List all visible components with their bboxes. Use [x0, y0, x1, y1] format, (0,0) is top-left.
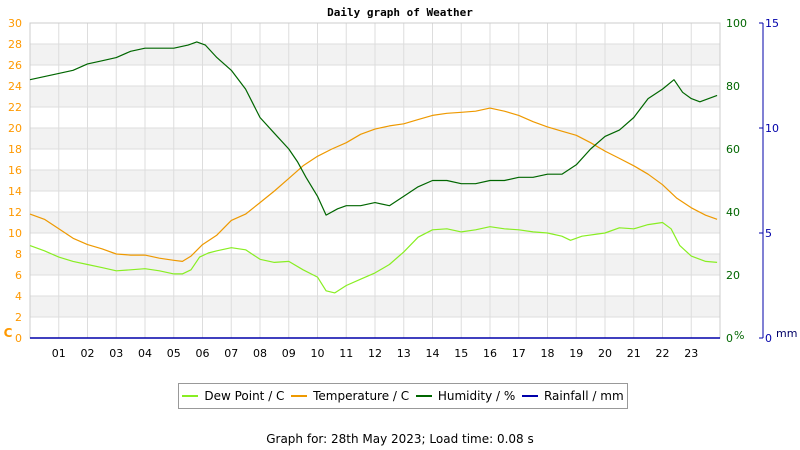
y-left-tick-label: 24 [8, 80, 22, 93]
x-tick-label: 19 [569, 347, 583, 360]
x-tick-label: 01 [52, 347, 66, 360]
y-left-tick-label: 14 [8, 185, 22, 198]
legend: Dew Point / C Temperature / C Humidity /… [178, 383, 628, 409]
y-left-tick-label: 2 [15, 311, 22, 324]
y-left-tick-label: 10 [8, 227, 22, 240]
y-left-tick-label: 16 [8, 164, 22, 177]
legend-item-dew-point: Dew Point / C [182, 389, 284, 403]
y-humidity-tick-label: 80 [726, 80, 740, 93]
x-tick-label: 15 [454, 347, 468, 360]
x-tick-label: 20 [598, 347, 612, 360]
y-left-tick-label: 4 [15, 290, 22, 303]
y-humidity-tick-label: 20 [726, 269, 740, 282]
series-line-2 [29, 41, 718, 216]
y-left-tick-label: 12 [8, 206, 22, 219]
x-tick-label: 08 [253, 347, 267, 360]
x-tick-label: 07 [224, 347, 238, 360]
y-left-tick-label: 28 [8, 38, 22, 51]
y-rain-tick-label: 15 [765, 17, 779, 30]
x-tick-label: 03 [109, 347, 123, 360]
x-tick-label: 14 [426, 347, 440, 360]
x-tick-label: 11 [339, 347, 353, 360]
x-tick-label: 23 [684, 347, 698, 360]
legend-swatch-temperature [291, 395, 308, 397]
x-tick-label: 21 [627, 347, 641, 360]
x-tick-label: 10 [311, 347, 325, 360]
legend-label-humidity: Humidity / % [437, 389, 516, 403]
footer-text: Graph for: 28th May 2023; Load time: 0.0… [266, 432, 534, 446]
x-tick-label: 22 [656, 347, 670, 360]
legend-swatch-humidity [415, 395, 432, 397]
legend-swatch-rainfall [521, 395, 538, 397]
x-tick-label: 09 [282, 347, 296, 360]
y-left-tick-label: 30 [8, 17, 22, 30]
legend-label-temperature: Temperature / C [313, 389, 410, 403]
x-tick-label: 12 [368, 347, 382, 360]
y-left-axis-label: C [4, 326, 13, 340]
legend-swatch-dew-point [182, 395, 199, 397]
chart-title: Daily graph of Weather [327, 6, 473, 19]
y-rain-axis-label: mm [776, 327, 797, 340]
legend-item-temperature: Temperature / C [291, 389, 409, 403]
legend-label-rainfall: Rainfall / mm [543, 389, 624, 403]
legend-label-dew-point: Dew Point / C [204, 389, 285, 403]
x-tick-label: 06 [196, 347, 210, 360]
x-tick-label: 18 [541, 347, 555, 360]
y-left-tick-label: 20 [8, 122, 22, 135]
y-left-tick-label: 8 [15, 248, 22, 261]
y-left-tick-label: 22 [8, 101, 22, 114]
legend-item-humidity: Humidity / % [415, 389, 516, 403]
y-rain-tick-label: 5 [765, 227, 772, 240]
y-humidity-tick-label: 0 [726, 332, 733, 345]
legend-item-rainfall: Rainfall / mm [521, 389, 624, 403]
y-humidity-axis-label: % [734, 329, 744, 342]
y-left-tick-label: 0 [15, 332, 22, 345]
y-left-tick-label: 26 [8, 59, 22, 72]
series-line-0 [29, 221, 718, 294]
y-left-tick-label: 6 [15, 269, 22, 282]
x-tick-label: 16 [483, 347, 497, 360]
y-humidity-tick-label: 40 [726, 206, 740, 219]
y-rain-tick-label: 10 [765, 122, 779, 135]
y-humidity-tick-label: 100 [726, 17, 747, 30]
y-rain-tick-label: 0 [765, 332, 772, 345]
x-tick-label: 05 [167, 347, 181, 360]
y-humidity-tick-label: 60 [726, 143, 740, 156]
x-tick-label: 02 [81, 347, 95, 360]
x-tick-label: 17 [512, 347, 526, 360]
y-left-tick-label: 18 [8, 143, 22, 156]
x-tick-label: 04 [138, 347, 152, 360]
series-line-1 [29, 107, 718, 262]
x-tick-label: 13 [397, 347, 411, 360]
